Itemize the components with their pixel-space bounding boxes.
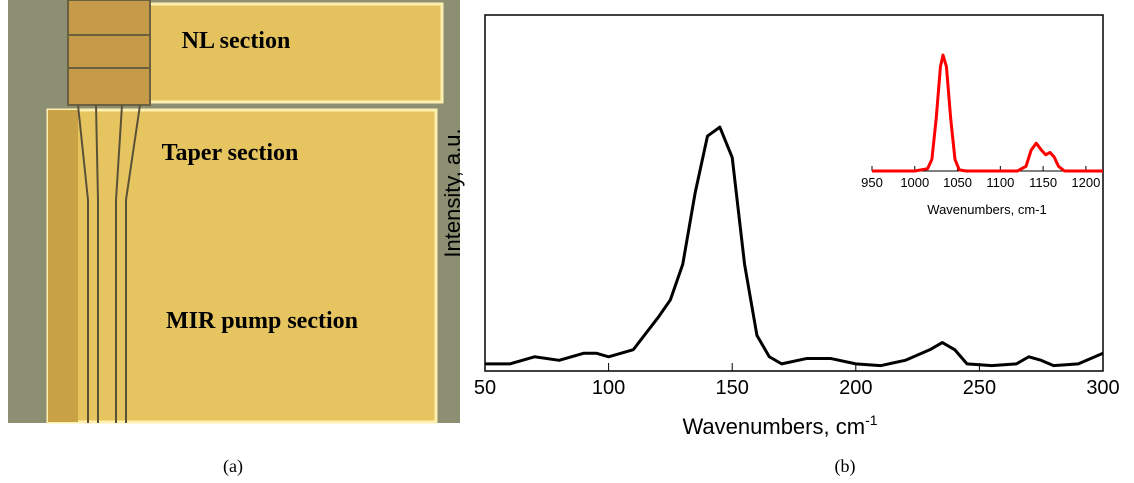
figure: NL section Taper section MIR pump sectio… [0,0,1134,483]
x-axis-label-superscript: -1 [865,412,878,428]
x-tick-label: 250 [963,377,996,399]
x-tick-label: 1150 [1029,175,1057,190]
panel-caption: (b) [835,456,856,477]
plot-frame [485,15,1103,371]
photo: NL section Taper section MIR pump sectio… [8,0,460,423]
y-axis-label: Intensity, a.u. [440,128,465,257]
line-series [485,127,1103,366]
x-tick-label: 1200 [1071,175,1100,190]
x-tick-label: 200 [839,377,872,399]
x-tick-label: 1050 [943,175,972,190]
inset-x-axis-label: Wavenumbers, cm-1 [927,202,1046,217]
line-series [872,55,1103,171]
x-tick-label: 950 [861,175,883,190]
photo-label: NL section [182,28,291,54]
x-tick-label: 50 [474,377,496,399]
panel-caption: (a) [223,456,243,477]
x-tick-label: 150 [716,377,749,399]
x-axis-label: Wavenumbers, cm-1 [682,412,877,439]
x-tick-label: 100 [592,377,625,399]
x-tick-label: 1000 [900,175,929,190]
x-tick-label: 300 [1086,377,1119,399]
photo-label: MIR pump section [166,308,358,334]
photo-label: Taper section [162,140,299,166]
x-axis-label-text: Wavenumbers, cm [682,414,865,439]
x-tick-label: 1100 [986,175,1014,190]
